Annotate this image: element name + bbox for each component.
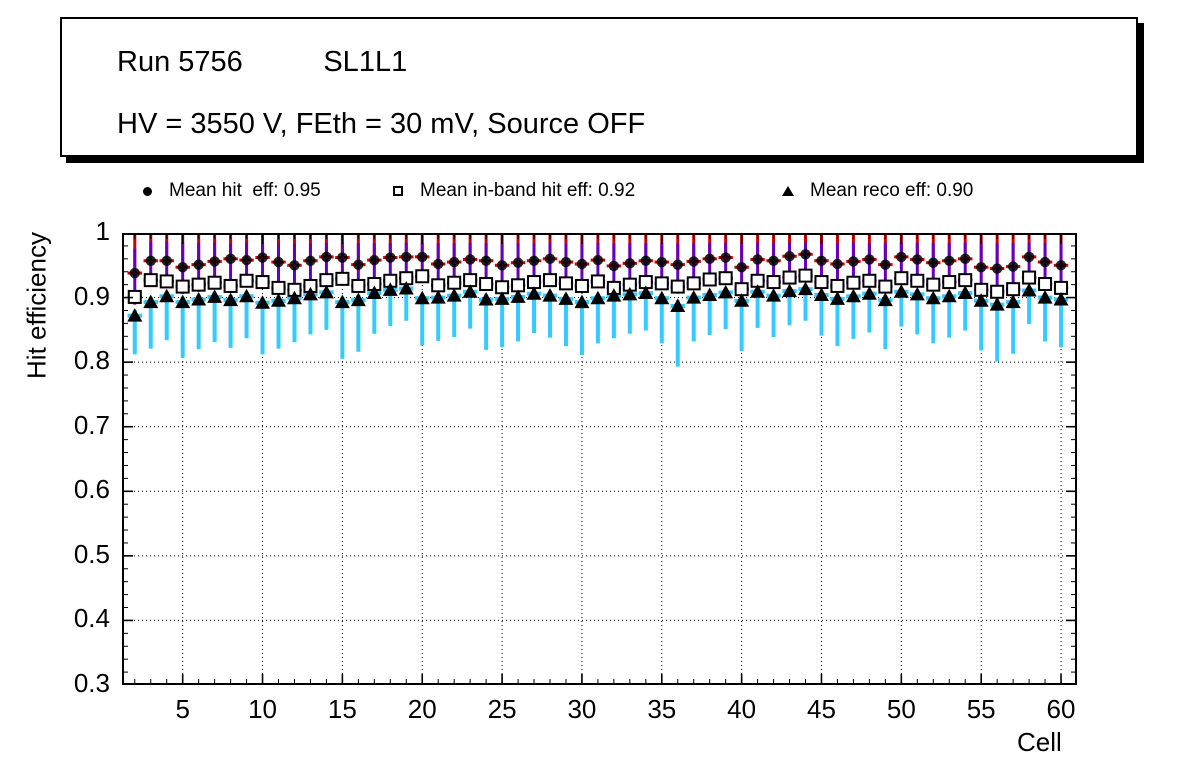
x-tick-label: 10	[248, 694, 277, 724]
y-tick-label: 0.8	[73, 345, 110, 376]
y-tick-label: 0.7	[73, 409, 110, 440]
legend-label-hit-eff: Mean hit eff: 0.95	[169, 180, 321, 201]
x-axis-title: Cell	[1017, 727, 1062, 757]
title-line-run: Run 5756 SL1L1	[117, 46, 408, 78]
legend-entry-reco-eff: Mean reco eff: 0.90	[777, 168, 973, 214]
chart-plot-area	[122, 233, 1077, 685]
data-series-layer	[127, 233, 1069, 367]
x-tick-label: 40	[727, 694, 757, 724]
series-markers-1	[127, 268, 1069, 304]
y-tick-label: 0.5	[73, 538, 110, 569]
filled-circle-icon	[136, 186, 158, 196]
legend-entry-inband-hit-eff: Mean in-band hit eff: 0.92	[387, 168, 635, 214]
legend-entry-hit-eff: Mean hit eff: 0.95	[136, 168, 321, 214]
x-tick-label: 15	[327, 694, 357, 724]
plot-frame	[122, 233, 1077, 685]
y-axis-title: Hit efficiency	[21, 232, 52, 379]
open-square-icon	[387, 186, 409, 196]
x-tick-label: 25	[487, 694, 517, 724]
x-tick-label: 60	[1046, 694, 1076, 724]
x-tick-label: 30	[567, 694, 597, 724]
legend: Mean hit eff: 0.95 Mean in-band hit eff:…	[122, 168, 1020, 214]
x-tick-label: 20	[407, 694, 437, 724]
x-tick-label: 35	[647, 694, 677, 724]
x-tick-label: 50	[886, 694, 916, 724]
title-box: Run 5756 SL1L1 HV = 3550 V, FEth = 30 mV…	[60, 17, 1138, 157]
x-tick-label: 55	[966, 694, 996, 724]
y-tick-label: 0.9	[73, 280, 110, 311]
y-tick-label: 0.4	[73, 603, 110, 634]
legend-label-inband-hit-eff: Mean in-band hit eff: 0.92	[420, 180, 636, 201]
legend-label-reco-eff: Mean reco eff: 0.90	[810, 180, 974, 201]
y-tick-label: 1	[95, 216, 110, 246]
title-box-shadow-right	[1138, 23, 1144, 163]
title-box-shadow-bottom	[66, 157, 1144, 163]
grid-lines	[122, 233, 1077, 685]
series-markers-2	[127, 281, 1069, 322]
x-tick-label: 45	[807, 694, 836, 724]
x-tick-label: 5	[175, 694, 190, 724]
filled-triangle-icon	[777, 186, 799, 196]
series-markers-0	[129, 249, 1067, 279]
title-line-conditions: HV = 3550 V, FEth = 30 mV, Source OFF	[117, 108, 646, 140]
y-tick-label: 0.6	[73, 474, 110, 505]
y-tick-label: 0.3	[73, 668, 110, 698]
